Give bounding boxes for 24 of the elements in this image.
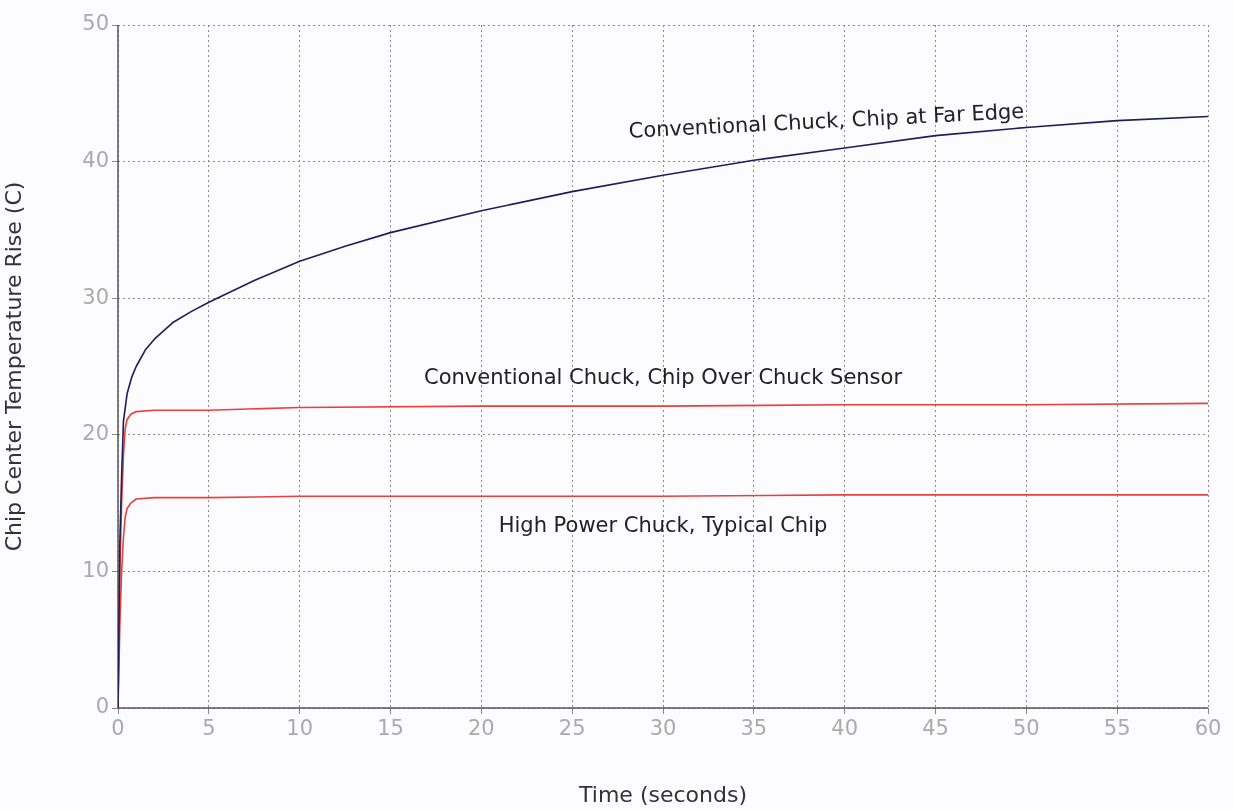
y-axis-title: Chip Center Temperature Rise (C) <box>0 181 26 552</box>
series-label: High Power Chuck, Typical Chip <box>498 512 828 537</box>
x-tick-label: 55 <box>1103 716 1131 741</box>
x-tick-label: 35 <box>740 716 768 741</box>
x-tick-label: 60 <box>1194 716 1222 741</box>
y-tick-label: 40 <box>82 148 109 173</box>
y-tick-label: 10 <box>82 557 109 582</box>
x-tick-label: 40 <box>831 716 859 741</box>
y-tick-label: 0 <box>95 694 109 719</box>
x-tick-label: 0 <box>111 716 125 741</box>
x-tick-label: 50 <box>1012 716 1040 741</box>
series-label: Conventional Chuck, Chip at Far Edge <box>628 98 1025 143</box>
y-tick-label: 50 <box>82 11 109 36</box>
y-tick-label: 30 <box>82 284 109 309</box>
y-tick-label: 20 <box>82 421 109 446</box>
x-tick-label: 20 <box>467 716 495 741</box>
x-tick-label: 30 <box>649 716 677 741</box>
x-tick-label: 5 <box>202 716 216 741</box>
series-label: Conventional Chuck, Chip Over Chuck Sensor <box>423 364 903 389</box>
x-axis-title: Time (seconds) <box>578 781 747 807</box>
x-tick-label: 45 <box>922 716 949 741</box>
x-tick-label: 15 <box>377 716 404 741</box>
x-tick-label: 25 <box>558 716 586 741</box>
x-tick-label: 10 <box>286 716 314 741</box>
